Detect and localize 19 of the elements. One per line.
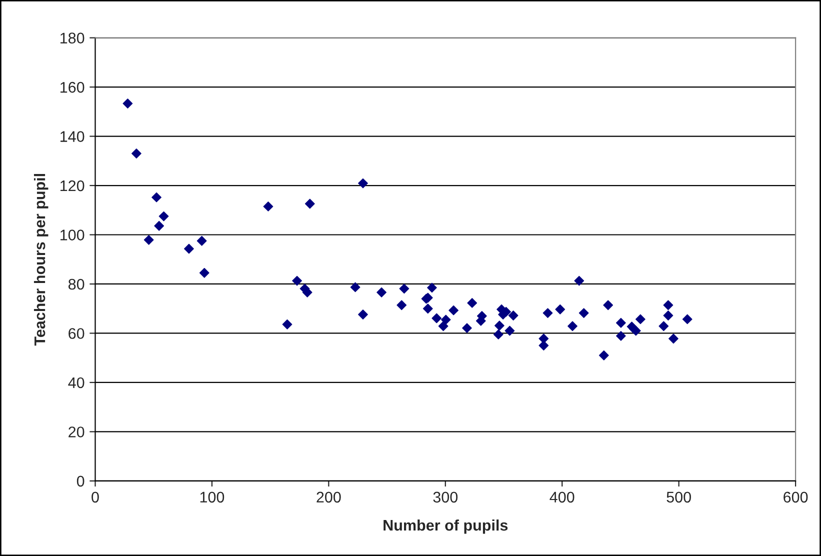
y-tick-label: 120 (60, 180, 84, 192)
y-axis-title: Teacher hours per pupil (34, 174, 48, 346)
y-tick-label: 160 (60, 82, 84, 93)
y-tick-label: 140 (60, 131, 84, 142)
x-tick-label: 300 (433, 492, 458, 503)
x-tick-label: 100 (200, 492, 224, 503)
x-axis-title: Number of pupils (384, 519, 508, 534)
x-tick-label: 200 (316, 492, 341, 503)
y-tick-label: 20 (68, 426, 84, 438)
x-tick-label: 500 (666, 492, 691, 503)
y-tick-label: 60 (68, 328, 84, 339)
y-tick-label: 0 (76, 476, 84, 487)
y-tick-label: 180 (60, 32, 84, 44)
y-tick-label: 100 (60, 230, 84, 240)
x-tick-label: 0 (92, 492, 99, 503)
y-tick-label: 40 (68, 377, 84, 388)
y-tick-label: 80 (68, 278, 84, 290)
x-tick-label: 400 (550, 492, 574, 503)
x-tick-label: 600 (784, 492, 808, 503)
